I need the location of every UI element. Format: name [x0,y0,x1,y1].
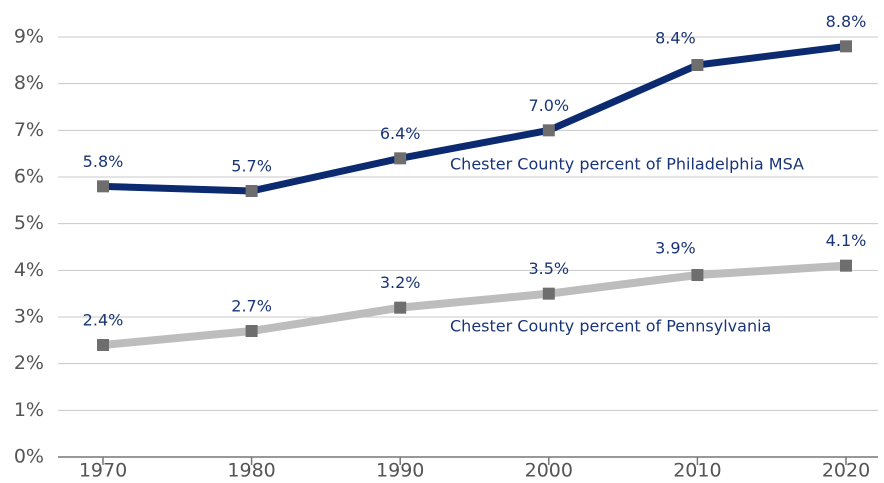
marker [840,40,852,53]
marker [542,124,555,137]
y-tick-label: 0% [14,446,44,468]
data-label: 5.7% [231,157,272,176]
y-tick-label: 2% [14,352,44,374]
data-label: 4.1% [826,231,867,250]
y-tick-label: 3% [14,306,44,328]
data-label: 8.8% [826,12,867,31]
x-tick-label: 2000 [525,460,573,482]
data-label: 3.5% [528,259,569,278]
marker [542,287,555,300]
data-label: 6.4% [380,124,421,143]
data-label: 7.0% [528,96,569,115]
data-label: 3.9% [655,239,696,258]
marker [97,180,109,193]
y-tick-label: 4% [14,259,44,281]
data-label: 2.7% [231,297,272,316]
marker [245,325,258,337]
x-tick-label: 1990 [376,460,424,482]
x-tick-label: 1980 [227,460,275,482]
marker [840,259,852,272]
marker [394,301,407,314]
x-tick-label: 2020 [822,460,870,482]
data-label: 2.4% [83,311,124,330]
y-tick-label: 8% [14,72,44,94]
data-label: 3.2% [380,273,421,292]
series-label: Chester County percent of Pennsylvania [450,317,771,336]
series-line [102,261,847,349]
marker [245,185,258,197]
data-label: 5.8% [83,152,124,171]
marker [97,339,109,351]
marker [691,59,704,71]
y-tick-label: 6% [14,166,44,188]
y-tick-label: 9% [14,26,44,48]
x-tick-label: 1970 [79,460,127,482]
data-label: 8.4% [655,29,696,48]
x-tick-label: 2010 [673,460,721,482]
series-line [102,42,847,195]
y-tick-label: 1% [14,399,44,421]
y-tick-label: 5% [14,212,44,234]
series-label: Chester County percent of Philadelphia M… [450,155,804,174]
y-tick-label: 7% [14,119,44,141]
marker [691,269,704,281]
marker [394,152,407,165]
